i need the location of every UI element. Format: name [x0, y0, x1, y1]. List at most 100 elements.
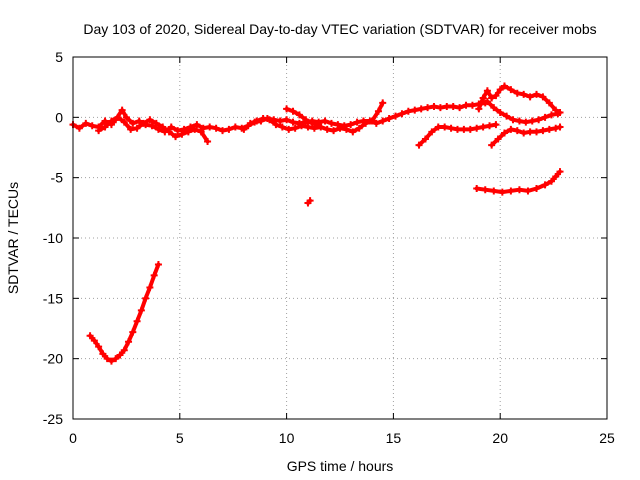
data-point	[315, 121, 323, 129]
data-point	[289, 118, 297, 126]
data-point	[197, 128, 205, 136]
data-point	[310, 124, 318, 132]
data-point	[308, 119, 316, 127]
data-point	[460, 125, 468, 133]
data-point	[496, 109, 504, 117]
data-point	[289, 107, 297, 115]
data-point	[174, 127, 182, 135]
data-point	[547, 177, 555, 185]
data-point	[272, 121, 280, 129]
data-point	[355, 124, 363, 132]
data-point	[212, 124, 220, 132]
data-point	[353, 118, 361, 126]
data-point	[483, 98, 491, 106]
y-axis-label: SDTVAR / TECUs	[5, 182, 21, 294]
data-point	[513, 89, 521, 97]
data-point	[507, 187, 515, 195]
data-point	[441, 123, 449, 131]
y-tick-label: -15	[43, 290, 63, 306]
data-point	[421, 135, 429, 143]
data-point	[479, 123, 487, 131]
data-series	[473, 168, 564, 196]
x-axis-label: GPS time / hours	[287, 458, 394, 474]
data-point	[449, 102, 457, 110]
data-point	[494, 135, 502, 143]
data-point	[385, 115, 393, 123]
data-series	[283, 105, 323, 129]
data-point	[473, 185, 481, 193]
data-point	[101, 117, 109, 125]
data-point	[541, 113, 549, 121]
data-point	[486, 122, 494, 130]
data-point	[481, 186, 489, 194]
data-point	[133, 124, 141, 132]
data-point	[295, 111, 303, 119]
axis-ticks: 0 5 10 15 20 25 5 0 -5 -10 -15 -20 -25	[43, 49, 615, 446]
data-point	[492, 121, 500, 129]
chart-title: Day 103 of 2020, Sidereal Day-to-day VTE…	[83, 21, 596, 37]
data-point	[513, 127, 521, 135]
data-point	[428, 128, 436, 136]
data-point	[95, 127, 103, 135]
data-point	[142, 294, 150, 302]
data-point	[434, 123, 442, 131]
data-point	[135, 117, 143, 125]
data-point	[137, 306, 145, 314]
data-point	[90, 337, 98, 345]
data-point	[120, 346, 128, 354]
data-point	[150, 271, 158, 279]
data-point	[515, 117, 523, 125]
y-tick-label: -5	[51, 170, 64, 186]
data-point	[298, 122, 306, 130]
data-point	[148, 122, 156, 130]
x-tick-label: 15	[386, 430, 402, 446]
data-point	[456, 104, 464, 112]
data-point	[240, 125, 248, 133]
data-point	[526, 128, 534, 136]
data-point	[436, 104, 444, 112]
data-point	[468, 101, 476, 109]
data-point	[545, 99, 553, 107]
data-point	[306, 197, 314, 205]
data-point	[539, 93, 547, 101]
series-trail	[96, 115, 210, 144]
data-point	[283, 116, 291, 124]
series-trail	[476, 84, 562, 115]
data-point	[417, 105, 425, 113]
data-point	[321, 117, 329, 125]
data-point	[253, 117, 261, 125]
data-point	[392, 112, 400, 120]
x-tick-label: 25	[599, 430, 615, 446]
data-point	[82, 119, 90, 127]
data-point	[259, 115, 267, 123]
data-point	[129, 119, 137, 127]
data-point	[184, 128, 192, 136]
data-point	[133, 317, 141, 325]
data-point	[368, 117, 376, 125]
data-point	[154, 125, 162, 133]
data-point	[330, 127, 338, 135]
data-point	[167, 123, 175, 131]
data-point	[219, 127, 227, 135]
data-point	[453, 125, 461, 133]
data-point	[88, 122, 96, 130]
y-tick-label: -20	[43, 351, 63, 367]
data-point	[545, 125, 553, 133]
data-point	[246, 119, 254, 127]
data-point	[533, 90, 541, 98]
data-point	[503, 112, 511, 120]
data-point	[107, 357, 115, 365]
data-point	[379, 117, 387, 125]
data-point	[496, 86, 504, 94]
data-point	[107, 117, 115, 125]
data-point	[95, 343, 103, 351]
data-point	[473, 124, 481, 132]
data-point	[231, 123, 239, 131]
data-point	[509, 116, 517, 124]
data-point	[462, 101, 470, 109]
data-point	[266, 116, 274, 124]
data-point	[165, 128, 173, 136]
data-point	[398, 110, 406, 118]
data-point	[507, 125, 515, 133]
